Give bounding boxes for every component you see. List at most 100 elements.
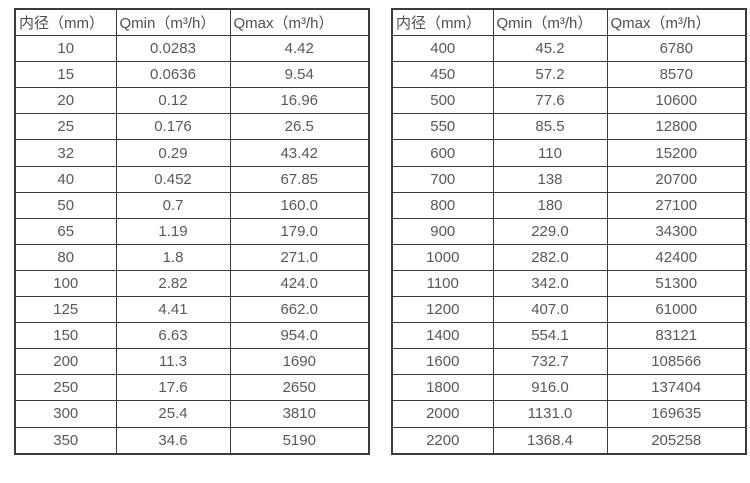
- table-row: 350 34.6 5190: [14, 426, 370, 455]
- cell: 80: [14, 243, 117, 271]
- cell: 700: [391, 165, 494, 193]
- table-row: 1000 282.0 42400: [391, 243, 747, 271]
- cell: 25: [14, 113, 117, 141]
- cell: 3810: [229, 400, 370, 428]
- cell: 20: [14, 87, 117, 115]
- cell: 26.5: [229, 113, 370, 141]
- table-row: 600 110 15200: [391, 139, 747, 167]
- cell: 0.0636: [115, 61, 231, 89]
- cell: 51300: [606, 269, 747, 298]
- cell: 108566: [606, 348, 747, 376]
- table-row: 20 0.12 16.96: [14, 87, 370, 115]
- cell: 67.85: [229, 165, 370, 193]
- cell: 954.0: [229, 322, 370, 350]
- table-row: 400 45.2 6780: [391, 35, 747, 63]
- table-row: 1400 554.1 83121: [391, 322, 747, 350]
- cell: 1.8: [115, 243, 231, 271]
- cell: 110: [492, 139, 608, 167]
- cell: 400: [391, 35, 494, 63]
- cell: 160.0: [229, 191, 370, 219]
- table-row: 10 0.0283 4.42: [14, 35, 370, 63]
- cell: 4.42: [229, 35, 370, 63]
- cell: 16.96: [229, 87, 370, 115]
- table-row: 100 2.82 424.0: [14, 269, 370, 298]
- table-row: 125 4.41 662.0: [14, 296, 370, 324]
- cell: 15200: [606, 139, 747, 167]
- table-row: 2200 1368.4 205258: [391, 426, 747, 455]
- cell: 250: [14, 374, 117, 402]
- table-row: 900 229.0 34300: [391, 217, 747, 245]
- cell: 0.452: [115, 165, 231, 193]
- cell: 800: [391, 191, 494, 219]
- cell: 10600: [606, 87, 747, 115]
- cell: 1000: [391, 243, 494, 271]
- header-row: 内径（mm） Qmin（m³/h） Qmax（m³/h）: [14, 8, 370, 37]
- cell: 229.0: [492, 217, 608, 245]
- cell: 916.0: [492, 374, 608, 402]
- table-row: 1100 342.0 51300: [391, 269, 747, 298]
- cell: 1400: [391, 322, 494, 350]
- cell: 8570: [606, 61, 747, 89]
- cell: 282.0: [492, 243, 608, 271]
- cell: 169635: [606, 400, 747, 428]
- cell: 1.19: [115, 217, 231, 245]
- table-row: 50 0.7 160.0: [14, 191, 370, 219]
- cell: 2200: [391, 426, 494, 455]
- cell: 11.3: [115, 348, 231, 376]
- cell: 1100: [391, 269, 494, 298]
- table-row: 700 138 20700: [391, 165, 747, 193]
- cell: 45.2: [492, 35, 608, 63]
- cell: 424.0: [229, 269, 370, 298]
- cell: 43.42: [229, 139, 370, 167]
- cell: 125: [14, 296, 117, 324]
- cell: 450: [391, 61, 494, 89]
- table-row: 32 0.29 43.42: [14, 139, 370, 167]
- cell: 4.41: [115, 296, 231, 324]
- cell: 600: [391, 139, 494, 167]
- header-qmin: Qmin（m³/h）: [115, 8, 231, 37]
- header-inner-diameter: 内径（mm）: [14, 8, 117, 37]
- header-qmax: Qmax（m³/h）: [606, 8, 747, 37]
- table-row: 1800 916.0 137404: [391, 374, 747, 402]
- cell: 17.6: [115, 374, 231, 402]
- table-row: 1200 407.0 61000: [391, 296, 747, 324]
- cell: 85.5: [492, 113, 608, 141]
- cell: 900: [391, 217, 494, 245]
- left-spec-table: 内径（mm） Qmin（m³/h） Qmax（m³/h） 10 0.0283 4.4…: [14, 8, 370, 455]
- table-row: 800 180 27100: [391, 191, 747, 219]
- cell: 57.2: [492, 61, 608, 89]
- table-row: 150 6.63 954.0: [14, 322, 370, 350]
- cell: 1200: [391, 296, 494, 324]
- cell: 180: [492, 191, 608, 219]
- cell: 34300: [606, 217, 747, 245]
- right-spec-table: 内径（mm） Qmin（m³/h） Qmax（m³/h） 400 45.2 6780…: [391, 8, 747, 455]
- cell: 350: [14, 426, 117, 455]
- cell: 6.63: [115, 322, 231, 350]
- spec-tables-container: 内径（mm） Qmin（m³/h） Qmax（m³/h） 10 0.0283 4.4…: [14, 8, 747, 455]
- cell: 2000: [391, 400, 494, 428]
- table-row: 450 57.2 8570: [391, 61, 747, 89]
- cell: 205258: [606, 426, 747, 455]
- table-row: 300 25.4 3810: [14, 400, 370, 428]
- header-row: 内径（mm） Qmin（m³/h） Qmax（m³/h）: [391, 8, 747, 37]
- table-row: 80 1.8 271.0: [14, 243, 370, 271]
- table-row: 40 0.452 67.85: [14, 165, 370, 193]
- cell: 138: [492, 165, 608, 193]
- cell: 2650: [229, 374, 370, 402]
- cell: 554.1: [492, 322, 608, 350]
- table-row: 25 0.176 26.5: [14, 113, 370, 141]
- right-table-body: 400 45.2 6780 450 57.2 8570 500 77.6 10600 550 85.…: [391, 35, 747, 455]
- cell: 179.0: [229, 217, 370, 245]
- cell: 9.54: [229, 61, 370, 89]
- left-table-header: 内径（mm） Qmin（m³/h） Qmax（m³/h）: [14, 8, 370, 37]
- cell: 1368.4: [492, 426, 608, 455]
- cell: 0.7: [115, 191, 231, 219]
- cell: 137404: [606, 374, 747, 402]
- cell: 32: [14, 139, 117, 167]
- cell: 732.7: [492, 348, 608, 376]
- cell: 300: [14, 400, 117, 428]
- cell: 61000: [606, 296, 747, 324]
- cell: 10: [14, 35, 117, 63]
- cell: 34.6: [115, 426, 231, 455]
- left-table-body: 10 0.0283 4.42 15 0.0636 9.54 20 0.12 16.96 25 0.1…: [14, 35, 370, 455]
